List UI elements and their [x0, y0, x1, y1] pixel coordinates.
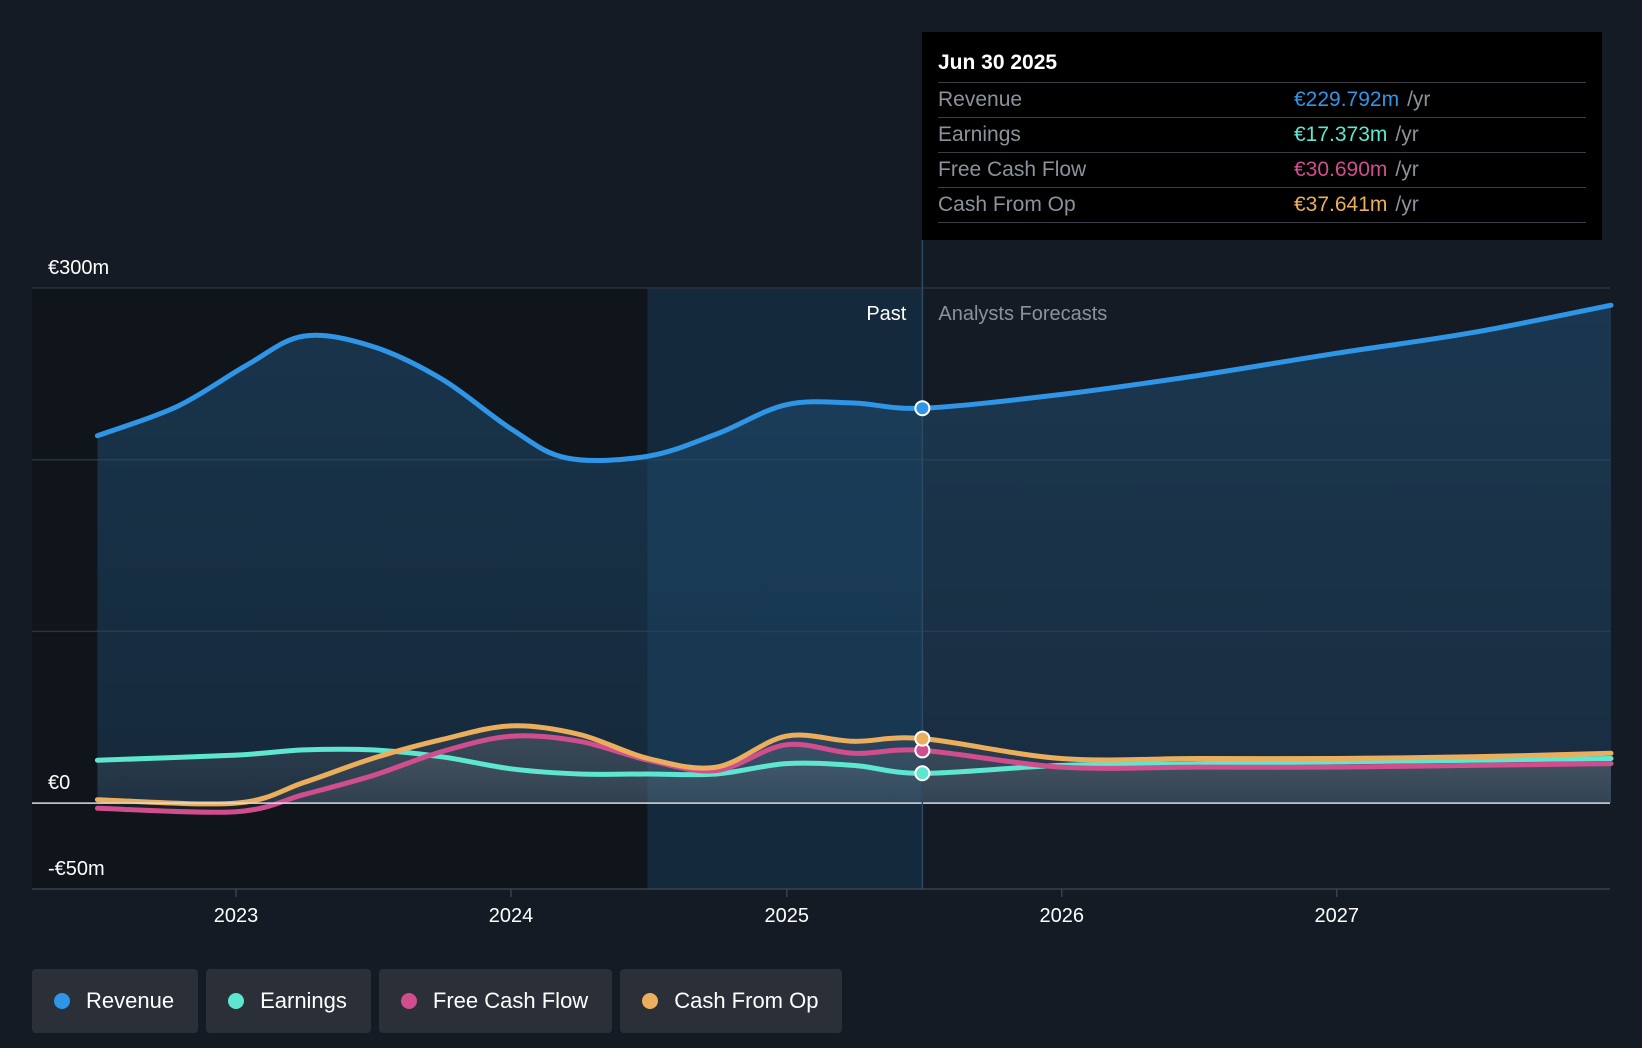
legend-dot-icon [642, 993, 659, 1009]
tooltip-value: €37.641m [1294, 193, 1388, 216]
legend-item-earnings[interactable]: Earnings [206, 969, 371, 1033]
x-tick-label: 2027 [1315, 905, 1360, 927]
tooltip-row-revenue: Revenue €229.792m /yr [938, 83, 1586, 118]
earnings-line [94, 746, 1614, 778]
legend-item-cash-from-op[interactable]: Cash From Op [620, 969, 843, 1033]
legend-dot-icon [400, 993, 417, 1009]
tooltip-label: Revenue [938, 88, 1023, 111]
earnings-marker [914, 765, 931, 782]
tooltip-label: Earnings [938, 123, 1021, 146]
cash-from-op-line [94, 723, 1614, 807]
revenue-area [97, 305, 1611, 804]
x-tick-label: 2024 [489, 905, 534, 927]
y-tick-label: -€50m [48, 858, 105, 880]
series-lines [32, 302, 1614, 815]
legend-label: Cash From Op [674, 988, 819, 1013]
tooltip-unit: /yr [1395, 158, 1419, 181]
x-tick-label: 2023 [214, 905, 259, 927]
forecast-label: Analysts Forecasts [938, 303, 1107, 325]
tooltip-unit: /yr [1395, 123, 1419, 146]
y-tick-label: €0 [48, 772, 70, 794]
x-tick-label: 2025 [765, 905, 810, 927]
legend: Revenue Earnings Free Cash Flow Cash Fro… [32, 969, 843, 1033]
legend-label: Revenue [86, 988, 175, 1013]
past-label: Past [866, 303, 906, 325]
legend-dot-icon [54, 993, 70, 1009]
revenue-marker [914, 400, 931, 417]
tooltip-label: Cash From Op [938, 193, 1076, 216]
tooltip-unit: /yr [1395, 193, 1419, 216]
legend-item-revenue[interactable]: Revenue [32, 969, 199, 1033]
legend-dot-icon [228, 993, 245, 1009]
free-cash-flow-line [94, 733, 1614, 815]
hover-markers [914, 400, 931, 782]
tooltip-label: Free Cash Flow [938, 158, 1087, 181]
x-axis-labels: 2023 2024 2025 2026 2027 [214, 889, 1359, 927]
tooltip-row-cash-from-op: Cash From Op €37.641m /yr [938, 188, 1586, 223]
tooltip: Jun 30 2025 Revenue €229.792m /yr Earnin… [922, 32, 1602, 240]
tooltip-value: €30.690m [1294, 158, 1388, 181]
legend-label: Free Cash Flow [432, 988, 589, 1013]
legend-label: Earnings [260, 988, 347, 1013]
cash-from-op-marker [914, 730, 931, 747]
tooltip-value: €17.373m [1294, 123, 1388, 146]
tooltip-row-earnings: Earnings €17.373m /yr [938, 118, 1586, 153]
tooltip-value: €229.792m [1294, 88, 1400, 111]
y-tick-label: €300m [48, 257, 109, 279]
x-tick-label: 2026 [1040, 905, 1085, 927]
revenue-line [94, 302, 1614, 464]
tooltip-unit: /yr [1407, 88, 1431, 111]
tooltip-row-free-cash-flow: Free Cash Flow €30.690m /yr [938, 153, 1586, 188]
y-axis-labels: €300m €0 -€50m [48, 257, 109, 880]
series-areas [97, 305, 1611, 813]
tooltip-date: Jun 30 2025 [938, 48, 1586, 83]
legend-item-free-cash-flow[interactable]: Free Cash Flow [378, 969, 613, 1033]
